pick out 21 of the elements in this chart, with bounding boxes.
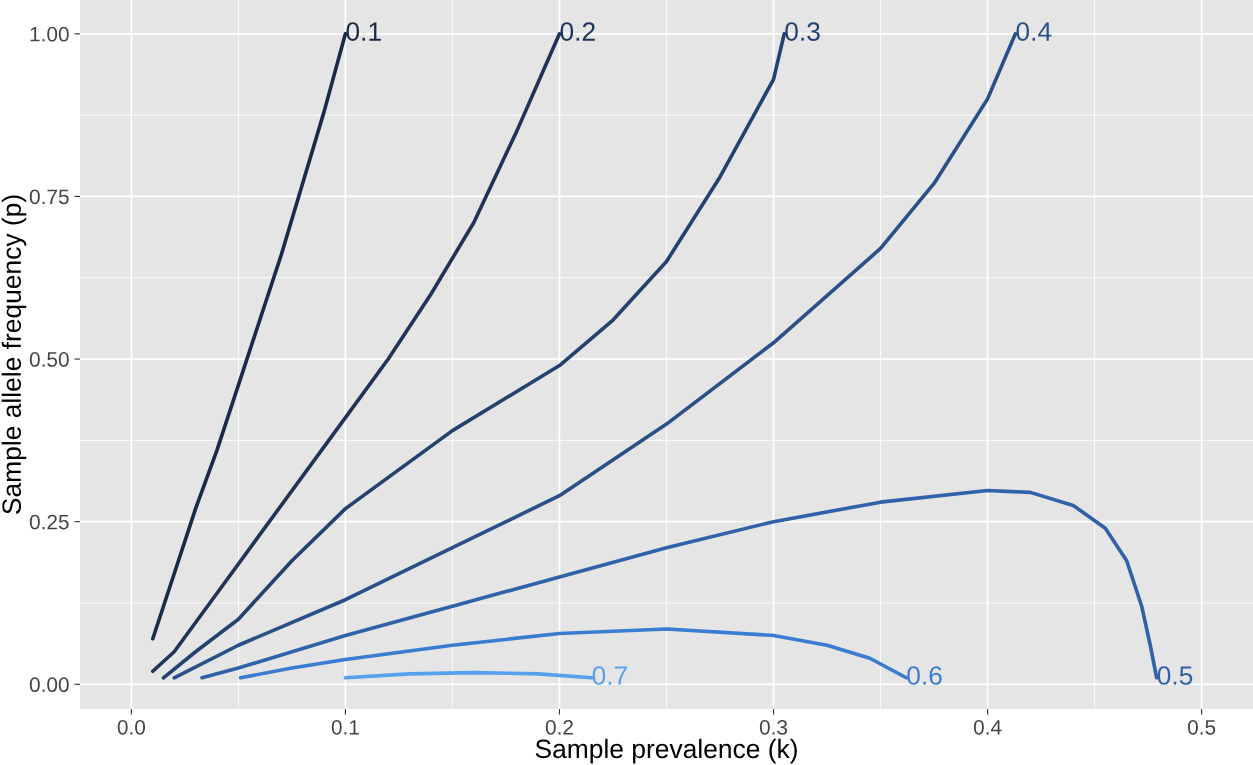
- series-label: 0.5: [1157, 666, 1193, 685]
- series-label: 0.3: [785, 22, 820, 41]
- y-tick-label: 0.00: [29, 677, 69, 693]
- x-tick-label: 0.4: [973, 719, 1002, 735]
- series-label: 0.4: [1016, 22, 1052, 41]
- series-label: 0.7: [592, 666, 627, 685]
- series-label: 0.1: [346, 22, 381, 41]
- line-series: [150, 32, 348, 641]
- x-tick-label: 0.0: [117, 719, 146, 735]
- x-tick-label: 0.2: [545, 719, 573, 735]
- series-label: 0.6: [907, 666, 942, 685]
- y-tick-label: 0.75: [29, 189, 69, 205]
- x-tick-label: 0.5: [1187, 719, 1216, 735]
- x-axis-title: Sample prevalence (k): [535, 738, 797, 764]
- y-axis-title: Sample allele frequency (p): [1, 195, 27, 514]
- y-tick-label: 1.00: [30, 26, 69, 42]
- y-tick-label: 0.25: [29, 514, 69, 530]
- series-label: 0.2: [560, 22, 595, 41]
- y-tick-label: 0.50: [29, 352, 69, 367]
- x-tick-label: 0.3: [759, 719, 788, 735]
- x-tick-label: 0.1: [331, 719, 359, 735]
